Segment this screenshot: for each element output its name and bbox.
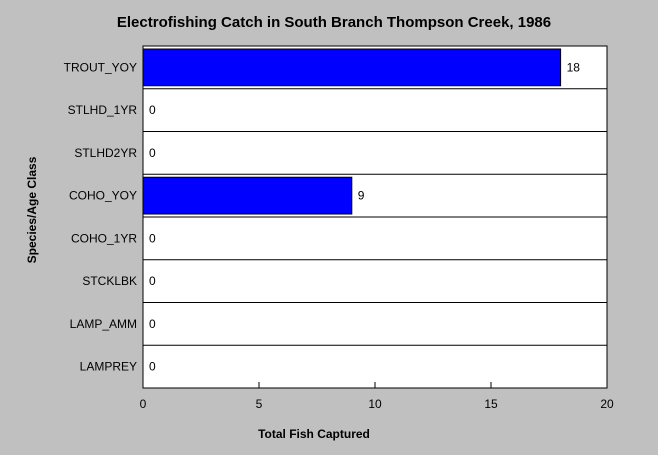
x-tick-label: 10 [368, 397, 382, 411]
bars: 18 0 0 9 0 0 0 0 [142, 48, 581, 374]
y-tick-label: STLHD2YR [74, 146, 137, 160]
data-label: 0 [149, 103, 156, 117]
y-tick-label: LAMP_AMM [70, 317, 137, 331]
data-label: 0 [149, 146, 156, 160]
y-tick-label: TROUT_YOY [64, 60, 137, 74]
x-axis-ticks: 0 5 10 15 20 [140, 382, 614, 411]
y-tick-label: LAMPREY [80, 360, 137, 374]
x-tick-label: 5 [256, 397, 263, 411]
y-tick-labels: TROUT_YOY STLHD_1YR STLHD2YR COHO_YOY COHO_1… [64, 60, 138, 373]
data-label: 0 [149, 317, 156, 331]
data-label: 9 [358, 189, 365, 203]
category-separators [143, 88, 607, 346]
x-axis-label: Total Fish Captured [258, 427, 370, 441]
data-label: 18 [567, 60, 581, 74]
bar [142, 176, 353, 215]
x-tick-label: 0 [140, 397, 147, 411]
x-tick-label: 20 [600, 397, 614, 411]
data-label: 0 [149, 360, 156, 374]
data-label: 0 [149, 231, 156, 245]
y-tick-label: COHO_YOY [69, 189, 137, 203]
data-label: 0 [149, 274, 156, 288]
y-tick-label: STLHD_1YR [68, 103, 138, 117]
bar [142, 48, 562, 87]
y-tick-label: COHO_1YR [71, 231, 137, 245]
chart-title: Electrofishing Catch in South Branch Tho… [117, 14, 551, 31]
y-tick-label: STCKLBK [82, 274, 137, 288]
x-tick-label: 15 [484, 397, 498, 411]
y-axis-label: Species/Age Class [25, 156, 39, 263]
